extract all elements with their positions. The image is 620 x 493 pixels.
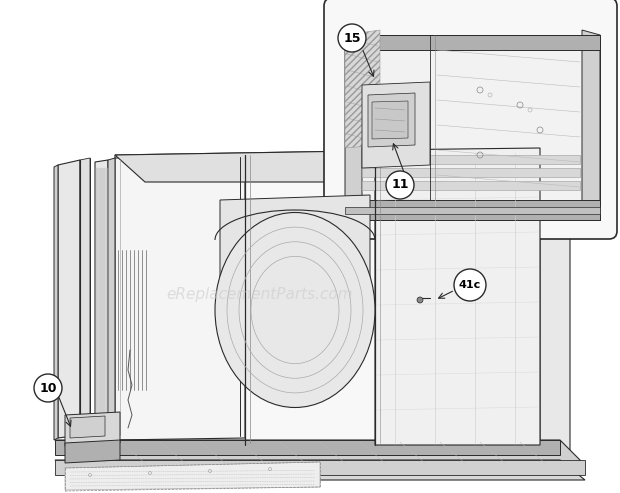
- Polygon shape: [345, 200, 600, 220]
- Circle shape: [338, 24, 366, 52]
- Polygon shape: [55, 440, 585, 465]
- Polygon shape: [80, 158, 90, 428]
- Polygon shape: [362, 82, 430, 168]
- Polygon shape: [582, 30, 600, 220]
- Polygon shape: [362, 155, 580, 164]
- Polygon shape: [362, 181, 580, 190]
- Polygon shape: [345, 35, 600, 50]
- Text: 10: 10: [39, 382, 57, 394]
- Text: 11: 11: [391, 178, 409, 191]
- Text: 41c: 41c: [459, 280, 481, 290]
- Circle shape: [34, 374, 62, 402]
- Polygon shape: [115, 148, 540, 445]
- Circle shape: [417, 297, 423, 303]
- Polygon shape: [65, 440, 120, 463]
- Polygon shape: [345, 207, 600, 214]
- Polygon shape: [375, 148, 540, 445]
- Polygon shape: [55, 440, 560, 455]
- Polygon shape: [70, 416, 105, 438]
- Polygon shape: [65, 462, 320, 490]
- Polygon shape: [55, 460, 585, 475]
- Polygon shape: [95, 160, 108, 430]
- Polygon shape: [368, 93, 415, 147]
- Polygon shape: [54, 165, 58, 440]
- Polygon shape: [108, 158, 115, 428]
- Polygon shape: [345, 30, 362, 220]
- Polygon shape: [345, 35, 600, 220]
- Polygon shape: [65, 412, 120, 446]
- Circle shape: [454, 269, 486, 301]
- Polygon shape: [115, 148, 570, 182]
- Polygon shape: [58, 160, 80, 438]
- Polygon shape: [55, 460, 585, 480]
- Polygon shape: [345, 30, 380, 148]
- Circle shape: [386, 171, 414, 199]
- FancyBboxPatch shape: [324, 0, 617, 239]
- Polygon shape: [540, 148, 570, 470]
- Polygon shape: [115, 155, 245, 440]
- Text: 15: 15: [343, 32, 361, 44]
- Polygon shape: [372, 101, 408, 139]
- Polygon shape: [362, 168, 580, 177]
- Ellipse shape: [215, 212, 375, 408]
- Polygon shape: [220, 195, 370, 312]
- Text: eReplacementParts.com: eReplacementParts.com: [167, 287, 353, 303]
